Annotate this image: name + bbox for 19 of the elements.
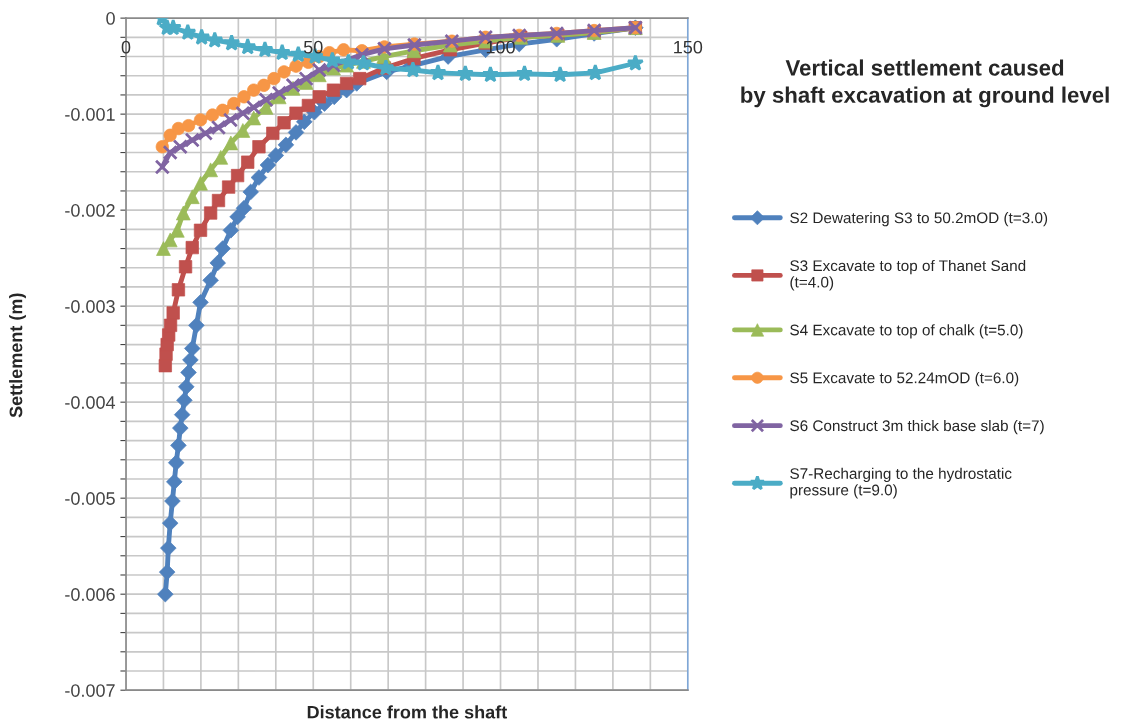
legend-label: S7-Recharging to the hydrostatic pressure (t=9.0) — [790, 467, 1012, 499]
x-axis-title: Distance from the shaft — [307, 705, 508, 719]
legend-label: S2 Dewatering S3 to 50.2mOD (t=3.0) — [790, 212, 1048, 227]
legend-label: S6 Construct 3m thick base slab (t=7) — [790, 419, 1044, 435]
x-tick-label: 0 — [121, 40, 131, 54]
x-tick-label: 50 — [303, 40, 323, 54]
legend-label: S4 Excavate to top of chalk (t=5.0) — [790, 324, 1023, 339]
y-tick-label: -0.007 — [65, 684, 115, 697]
y-tick-label: -0.005 — [65, 492, 115, 505]
y-tick-label: -0.006 — [65, 588, 115, 601]
y-tick-label: -0.001 — [65, 108, 115, 121]
y-tick-label: -0.003 — [65, 300, 115, 313]
text: Vertical settlement caused by shaft excavation at ground level — [741, 59, 1109, 108]
legend-label: S5 Excavate to 52.24mOD (t=6.0) — [790, 372, 1019, 387]
y-tick-label: 0 — [106, 12, 115, 25]
legend-label: S3 Excavate to top of Thanet Sand (t=4.0) — [790, 259, 1026, 291]
y-tick-label: -0.004 — [65, 396, 116, 409]
y-tick-label: -0.002 — [65, 204, 115, 217]
y-axis-title: Settlement (m) — [9, 293, 26, 418]
